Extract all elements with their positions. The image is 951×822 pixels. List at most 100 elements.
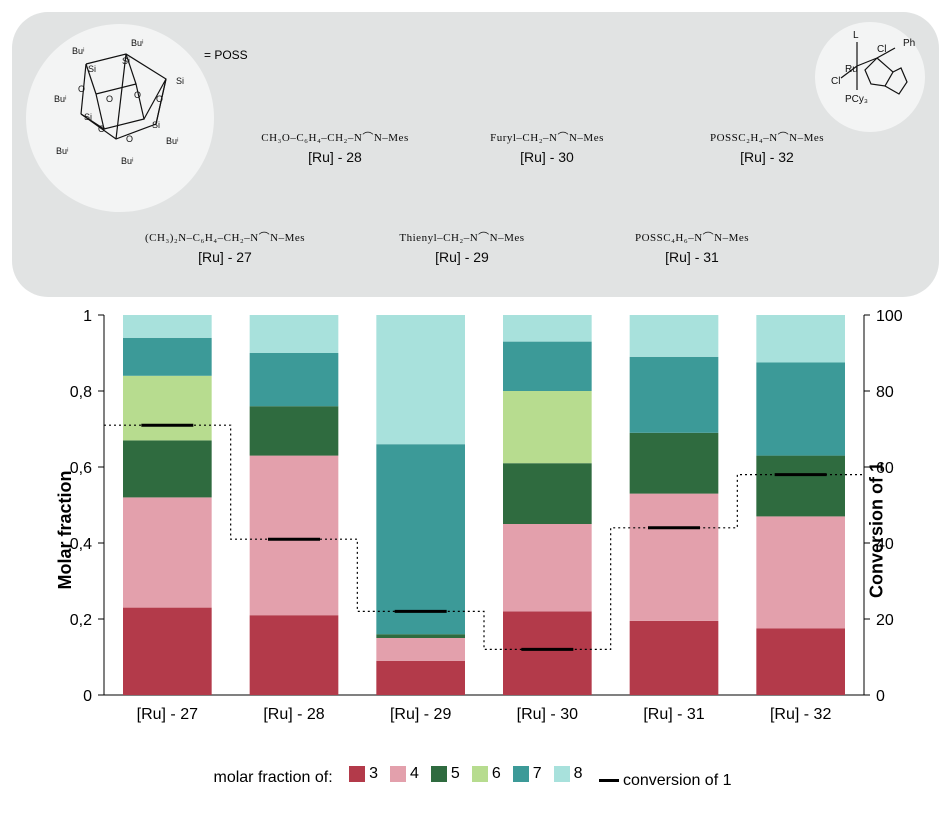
conversion-step-line	[104, 425, 864, 649]
legend-item-label: 4	[410, 765, 419, 783]
legend-line: conversion of 1	[599, 772, 732, 790]
label: [Ru] - 31	[592, 249, 792, 266]
bar-seg-5	[250, 406, 339, 455]
label: [Ru] - 27	[130, 249, 320, 266]
svg-text:80: 80	[876, 384, 894, 401]
svg-text:Buⁱ: Buⁱ	[121, 156, 134, 166]
bar-seg-7	[250, 353, 339, 406]
svg-text:0,8: 0,8	[70, 384, 92, 401]
struct-ru-32: POSSC₂H₄–N⌒N–Mes [Ru] - 32	[672, 132, 862, 166]
category-label: [Ru] - 27	[137, 706, 198, 723]
y-left-label: Molar fraction	[55, 470, 76, 589]
struct-ru-28: CH₃O–C₆H₄–CH₂–N⌒N–Mes [Ru] - 28	[250, 132, 420, 166]
svg-text:Cl: Cl	[831, 76, 840, 87]
bar-seg-3	[376, 661, 465, 695]
category-label: [Ru] - 29	[390, 706, 451, 723]
bar-seg-5	[630, 433, 719, 494]
svg-text:Cl: Cl	[877, 44, 886, 55]
bar-seg-7	[756, 363, 845, 456]
svg-text:Buⁱ: Buⁱ	[56, 146, 69, 156]
label: [Ru] - 30	[462, 149, 632, 166]
legend-item-3: 3	[349, 765, 378, 783]
mol: POSSC₄H₆–N⌒N–Mes	[592, 232, 792, 245]
label: [Ru] - 32	[672, 149, 862, 166]
bar-seg-8	[123, 315, 212, 338]
legend-dash-icon	[599, 779, 619, 782]
struct-ru-29: Thienyl–CH₂–N⌒N–Mes [Ru] - 29	[372, 232, 552, 266]
bar-seg-5	[376, 634, 465, 638]
legend-item-7: 7	[513, 765, 542, 783]
legend: molar fraction of: 345678 conversion of …	[12, 755, 939, 790]
legend-item-8: 8	[554, 765, 583, 783]
legend-lead: molar fraction of:	[213, 769, 332, 786]
mol: Furyl–CH₂–N⌒N–Mes	[462, 132, 632, 145]
bar-seg-4	[250, 456, 339, 616]
poss-circle: BuⁱBuⁱ BuⁱSi BuⁱBuⁱ Buⁱ SiSi SiSi OO OO …	[26, 24, 214, 212]
svg-text:Buⁱ: Buⁱ	[131, 38, 144, 48]
bar-seg-5	[123, 440, 212, 497]
legend-swatch-icon	[554, 766, 570, 782]
svg-text:O: O	[156, 94, 163, 104]
legend-item-4: 4	[390, 765, 419, 783]
mol: Thienyl–CH₂–N⌒N–Mes	[372, 232, 552, 245]
bar-seg-7	[123, 338, 212, 376]
figure-root: BuⁱBuⁱ BuⁱSi BuⁱBuⁱ Buⁱ SiSi SiSi OO OO …	[12, 12, 939, 790]
category-label: [Ru] - 28	[263, 706, 324, 723]
bar-seg-3	[250, 615, 339, 695]
ru-core-circle: L Cl Ph Ru Cl PCy₃	[815, 22, 925, 132]
bar-seg-4	[123, 497, 212, 607]
legend-swatch-icon	[349, 766, 365, 782]
bar-seg-4	[630, 494, 719, 621]
legend-item-6: 6	[472, 765, 501, 783]
chart-svg: 00,20,40,60,81020406080100[Ru] - 27[Ru] …	[12, 305, 940, 751]
category-label: [Ru] - 32	[770, 706, 831, 723]
svg-text:0: 0	[83, 688, 92, 705]
diagram-panel: BuⁱBuⁱ BuⁱSi BuⁱBuⁱ Buⁱ SiSi SiSi OO OO …	[12, 12, 939, 297]
svg-text:Si: Si	[122, 56, 130, 66]
bar-seg-8	[756, 315, 845, 363]
bar-seg-8	[250, 315, 339, 353]
bar-seg-4	[376, 638, 465, 661]
bar-seg-7	[503, 342, 592, 391]
svg-text:O: O	[134, 90, 141, 100]
bar-seg-3	[630, 621, 719, 695]
svg-text:O: O	[98, 124, 105, 134]
legend-item-label: 3	[369, 765, 378, 783]
svg-text:20: 20	[876, 612, 894, 629]
svg-text:Buⁱ: Buⁱ	[54, 94, 67, 104]
mol: POSSC₂H₄–N⌒N–Mes	[672, 132, 862, 145]
y-right-label: Conversion of 1	[866, 462, 887, 598]
struct-ru-30: Furyl–CH₂–N⌒N–Mes [Ru] - 30	[462, 132, 632, 166]
legend-swatch-icon	[472, 766, 488, 782]
poss-tag: = POSS	[204, 48, 248, 62]
svg-text:100: 100	[876, 308, 903, 325]
svg-text:Buⁱ: Buⁱ	[166, 136, 179, 146]
category-label: [Ru] - 31	[643, 706, 704, 723]
bar-seg-4	[503, 524, 592, 611]
bar-seg-8	[503, 315, 592, 342]
struct-ru-31: POSSC₄H₆–N⌒N–Mes [Ru] - 31	[592, 232, 792, 266]
svg-text:0,2: 0,2	[70, 612, 92, 629]
bar-seg-5	[756, 456, 845, 517]
mol: CH₃O–C₆H₄–CH₂–N⌒N–Mes	[250, 132, 420, 145]
legend-item-label: 7	[533, 765, 542, 783]
legend-swatch-icon	[390, 766, 406, 782]
svg-text:Si: Si	[176, 76, 184, 86]
bar-seg-3	[756, 629, 845, 696]
label: [Ru] - 29	[372, 249, 552, 266]
svg-text:PCy₃: PCy₃	[845, 94, 868, 105]
svg-text:O: O	[106, 94, 113, 104]
bar-seg-7	[630, 357, 719, 433]
poss-cage-icon: BuⁱBuⁱ BuⁱSi BuⁱBuⁱ Buⁱ SiSi SiSi OO OO …	[26, 24, 214, 212]
svg-text:Si: Si	[84, 112, 92, 122]
category-label: [Ru] - 30	[517, 706, 578, 723]
svg-text:O: O	[126, 134, 133, 144]
ru-core-icon: L Cl Ph Ru Cl PCy₃	[815, 22, 925, 132]
svg-text:Buⁱ: Buⁱ	[72, 46, 85, 56]
bar-seg-6	[123, 376, 212, 441]
struct-ru-27: (CH₃)₂N–C₆H₄–CH₂–N⌒N–Mes [Ru] - 27	[130, 232, 320, 266]
bar-seg-7	[376, 444, 465, 634]
legend-swatch-icon	[513, 766, 529, 782]
label: [Ru] - 28	[250, 149, 420, 166]
chart-area: Molar fraction Conversion of 1 00,20,40,…	[12, 305, 939, 755]
